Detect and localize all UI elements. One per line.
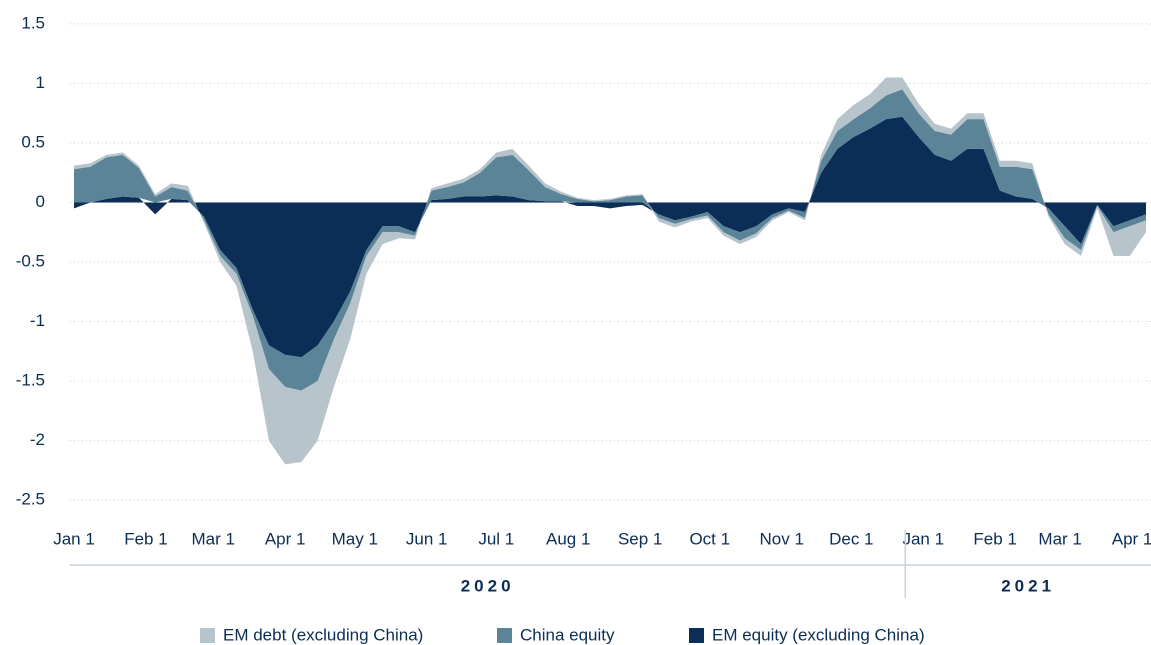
legend-swatch [497,628,512,643]
x-tick-label: Jan 1 [53,529,95,548]
x-tick-label: May 1 [332,529,378,548]
y-tick-label: 1.5 [21,13,45,32]
x-tick-label: Dec 1 [829,529,873,548]
legend-label: China equity [520,625,615,644]
year-label: 2021 [1001,576,1055,595]
y-tick-label: -0.5 [16,251,45,270]
y-tick-label: 0 [36,192,45,211]
legend-swatch [689,628,704,643]
y-tick-label: -2.5 [16,490,45,509]
x-tick-label: Jun 1 [406,529,448,548]
x-tick-label: Jul 1 [478,529,514,548]
x-tick-label: Feb 1 [124,529,167,548]
y-tick-label: 1 [36,73,45,92]
area [74,89,1146,391]
year-label: 2020 [461,576,515,595]
x-tick-label: Sep 1 [618,529,662,548]
x-tick-label: Nov 1 [759,529,803,548]
y-tick-label: -2 [30,430,45,449]
legend-label: EM equity (excluding China) [712,625,925,644]
area [74,116,1146,358]
x-tick-label: Feb 1 [973,529,1016,548]
x-tick-label: Mar 1 [191,529,234,548]
x-tick-label: Jan 1 [902,529,944,548]
x-tick-label: Apr 1 [265,529,306,548]
y-tick-label: -1 [30,311,45,330]
x-tick-label: Mar 1 [1038,529,1081,548]
legend-label: EM debt (excluding China) [223,625,423,644]
x-tick-label: Aug 1 [546,529,590,548]
y-tick-label: -1.5 [16,371,45,390]
x-tick-label: Oct 1 [689,529,730,548]
x-tick-label: Apr 1 [1112,529,1151,548]
legend-swatch [200,628,215,643]
y-tick-label: 0.5 [21,132,45,151]
